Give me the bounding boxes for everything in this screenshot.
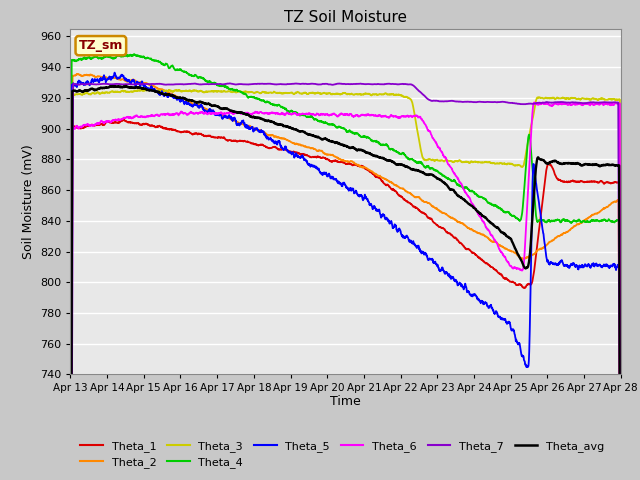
X-axis label: Time: Time bbox=[330, 395, 361, 408]
Legend: Theta_1, Theta_2, Theta_3, Theta_4, Theta_5, Theta_6, Theta_7, Theta_avg: Theta_1, Theta_2, Theta_3, Theta_4, Thet… bbox=[76, 436, 609, 472]
Title: TZ Soil Moisture: TZ Soil Moisture bbox=[284, 10, 407, 25]
Text: TZ_sm: TZ_sm bbox=[79, 39, 123, 52]
Y-axis label: Soil Moisture (mV): Soil Moisture (mV) bbox=[22, 144, 35, 259]
